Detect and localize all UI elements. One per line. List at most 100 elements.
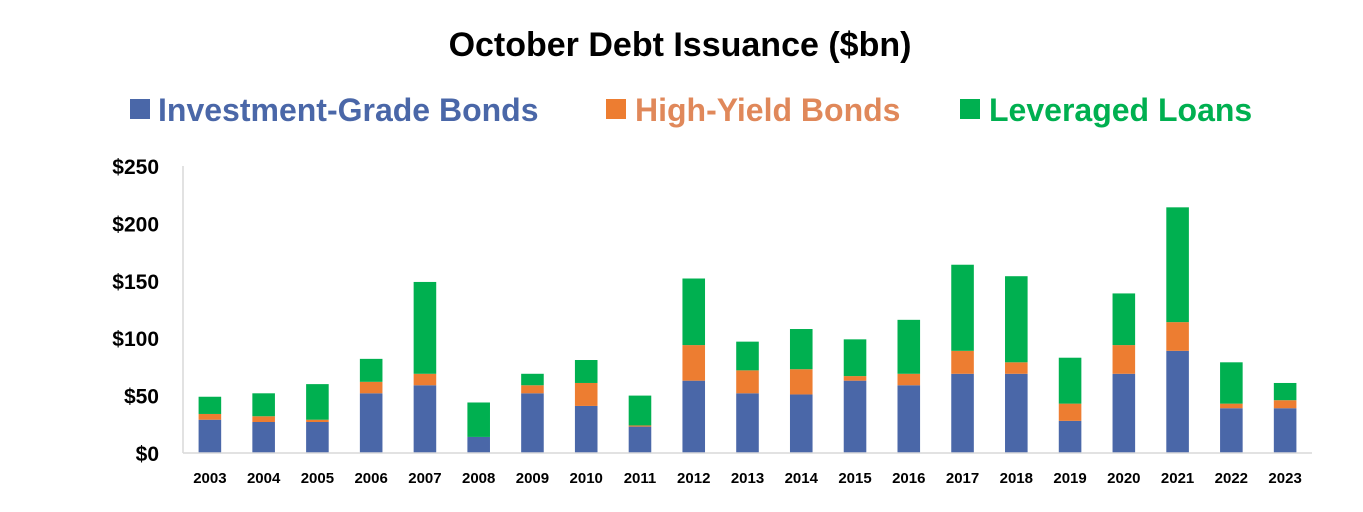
- bar-segment-high-yield-bonds-2010: [574, 382, 598, 406]
- bar-segment-investment-grade-bonds-2013: [736, 393, 759, 453]
- x-tick-label: 2017: [946, 470, 979, 487]
- legend-swatch-investment-grade-bonds: [130, 99, 150, 119]
- x-tick-label: 2006: [354, 470, 387, 487]
- bar-segment-leveraged-loans-2005: [306, 384, 329, 420]
- bar-segment-investment-grade-bonds-2006: [359, 393, 383, 453]
- bar-segment-high-yield-bonds-2013: [736, 370, 759, 394]
- legend-entry-investment-grade-bonds: Investment-Grade Bonds: [130, 92, 539, 128]
- bar-segment-high-yield-bonds-2014: [789, 369, 813, 395]
- legend-swatch-high-yield-bonds: [606, 99, 626, 119]
- bar-segment-investment-grade-bonds-2023: [1273, 408, 1297, 453]
- bar-segment-leveraged-loans-2003: [198, 396, 222, 414]
- bar-segment-leveraged-loans-2013: [736, 341, 759, 371]
- bar-segment-leveraged-loans-2008: [467, 402, 490, 437]
- bar-segment-high-yield-bonds-2022: [1220, 403, 1243, 409]
- bar-segment-high-yield-bonds-2005: [306, 419, 329, 423]
- bar-segment-leveraged-loans-2014: [789, 329, 813, 370]
- x-tick-label: 2010: [570, 470, 603, 487]
- legend-swatch-leveraged-loans: [960, 99, 980, 119]
- bar-segment-leveraged-loans-2009: [521, 373, 544, 386]
- bar-segment-leveraged-loans-2018: [1005, 276, 1028, 363]
- x-tick-label: 2022: [1215, 470, 1248, 487]
- x-tick-label: 2023: [1268, 470, 1301, 487]
- bar-segment-investment-grade-bonds-2008: [467, 436, 490, 453]
- bar-segment-high-yield-bonds-2015: [843, 376, 867, 381]
- x-tick-label: 2018: [1000, 470, 1033, 487]
- y-axis: $0 $50 $100 $150 $200 $250: [112, 156, 184, 466]
- bar-segment-high-yield-bonds-2003: [198, 413, 222, 420]
- bar-segment-leveraged-loans-2022: [1220, 362, 1243, 404]
- bar-segment-high-yield-bonds-2020: [1112, 345, 1136, 374]
- bar-segment-investment-grade-bonds-2005: [306, 422, 329, 453]
- bar-segment-investment-grade-bonds-2018: [1005, 373, 1028, 453]
- x-tick-label: 2009: [516, 470, 549, 487]
- y-tick-label: $50: [124, 386, 159, 409]
- bar-segment-investment-grade-bonds-2003: [198, 419, 222, 453]
- bar-segment-investment-grade-bonds-2020: [1112, 373, 1136, 453]
- bar-segment-leveraged-loans-2010: [574, 360, 598, 383]
- bar-segment-high-yield-bonds-2009: [521, 385, 544, 394]
- bar-segment-leveraged-loans-2020: [1112, 293, 1136, 346]
- bar-segment-high-yield-bonds-2012: [682, 345, 706, 381]
- bar-segment-leveraged-loans-2006: [359, 358, 383, 382]
- x-tick-label: 2016: [892, 470, 925, 487]
- bar-segment-investment-grade-bonds-2014: [789, 394, 813, 453]
- bar-segment-high-yield-bonds-2017: [951, 350, 974, 374]
- bar-segment-leveraged-loans-2016: [897, 319, 921, 374]
- x-tick-label: 2012: [677, 470, 710, 487]
- y-tick-label: $250: [112, 156, 159, 179]
- bar-segment-leveraged-loans-2007: [413, 281, 437, 374]
- bar-segment-leveraged-loans-2023: [1273, 382, 1297, 401]
- bar-segment-high-yield-bonds-2023: [1273, 400, 1297, 409]
- x-tick-label: 2003: [193, 470, 226, 487]
- bar-segment-investment-grade-bonds-2019: [1058, 420, 1082, 453]
- x-tick-label: 2014: [785, 470, 819, 487]
- bar-segment-leveraged-loans-2019: [1058, 357, 1082, 404]
- bar-segment-investment-grade-bonds-2012: [682, 380, 706, 453]
- y-tick-label: $150: [112, 271, 159, 294]
- x-tick-label: 2020: [1107, 470, 1140, 487]
- bar-segment-investment-grade-bonds-2015: [843, 380, 867, 453]
- bar-segment-investment-grade-bonds-2017: [951, 373, 974, 453]
- y-tick-label: $100: [112, 328, 159, 351]
- bar-segment-high-yield-bonds-2019: [1058, 403, 1082, 421]
- bar-segment-high-yield-bonds-2016: [897, 373, 921, 386]
- legend-label-high-yield-bonds: High-Yield Bonds: [635, 92, 900, 128]
- bar-segment-investment-grade-bonds-2010: [574, 405, 598, 453]
- bars: [198, 207, 1297, 453]
- legend: Investment-Grade Bonds High-Yield Bonds …: [130, 92, 1252, 128]
- y-tick-label: $0: [136, 443, 159, 466]
- bar-segment-leveraged-loans-2004: [252, 393, 275, 417]
- x-tick-label: 2019: [1053, 470, 1086, 487]
- bar-segment-high-yield-bonds-2007: [413, 373, 437, 386]
- chart-title: October Debt Issuance ($bn): [449, 26, 912, 64]
- bar-segment-high-yield-bonds-2021: [1166, 322, 1189, 351]
- bar-segment-high-yield-bonds-2004: [252, 416, 275, 423]
- bar-segment-high-yield-bonds-2006: [359, 381, 383, 394]
- x-tick-label: 2005: [301, 470, 334, 487]
- bar-segment-investment-grade-bonds-2016: [897, 385, 921, 453]
- x-tick-label: 2011: [624, 470, 657, 487]
- bar-segment-leveraged-loans-2021: [1166, 207, 1189, 323]
- bar-segment-leveraged-loans-2017: [951, 264, 974, 351]
- bar-segment-leveraged-loans-2012: [682, 278, 706, 346]
- legend-label-investment-grade-bonds: Investment-Grade Bonds: [158, 92, 539, 128]
- x-tick-label: 2008: [462, 470, 495, 487]
- bar-segment-investment-grade-bonds-2011: [628, 426, 652, 453]
- bar-segment-investment-grade-bonds-2004: [252, 422, 275, 453]
- bar-segment-investment-grade-bonds-2021: [1166, 350, 1189, 453]
- bar-segment-leveraged-loans-2011: [628, 395, 652, 426]
- bar-segment-high-yield-bonds-2011: [628, 425, 652, 427]
- bar-segment-investment-grade-bonds-2009: [521, 393, 544, 453]
- bar-segment-leveraged-loans-2015: [843, 339, 867, 377]
- x-tick-label: 2015: [838, 470, 871, 487]
- x-axis: 2003 2004 2005 2006 2007 2008 2009 2010 2011 2012…: [183, 452, 1312, 487]
- y-tick-label: $200: [112, 213, 159, 236]
- bar-segment-investment-grade-bonds-2007: [413, 385, 437, 453]
- x-tick-label: 2021: [1161, 470, 1194, 487]
- x-tick-label: 2013: [731, 470, 764, 487]
- x-tick-label: 2007: [408, 470, 441, 487]
- bar-segment-high-yield-bonds-2018: [1005, 362, 1028, 374]
